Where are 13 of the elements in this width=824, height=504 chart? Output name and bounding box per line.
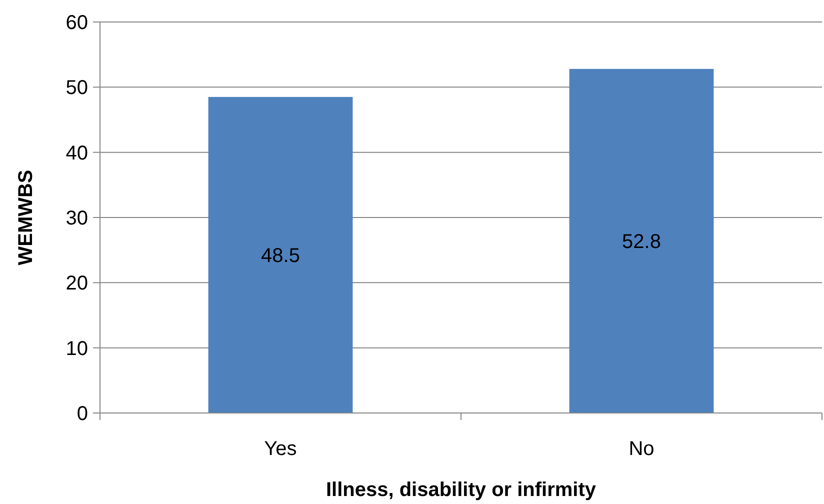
y-tick-label: 30 bbox=[66, 208, 88, 230]
data-label: 52.8 bbox=[622, 230, 661, 253]
y-tick-label: 20 bbox=[66, 272, 88, 295]
x-axis-title: Illness, disability or infirmity bbox=[326, 479, 597, 501]
x-tick-label: Yes bbox=[264, 438, 297, 460]
y-tick-label: 10 bbox=[66, 338, 88, 360]
data-label: 48.5 bbox=[261, 244, 300, 267]
y-axis-title: WEMWBS bbox=[15, 170, 37, 266]
x-tick-label: No bbox=[628, 438, 654, 460]
y-tick-label: 50 bbox=[66, 77, 88, 100]
y-tick-label: 60 bbox=[66, 12, 88, 34]
y-tick-label: 40 bbox=[66, 142, 88, 164]
y-tick-label: 0 bbox=[76, 403, 88, 425]
